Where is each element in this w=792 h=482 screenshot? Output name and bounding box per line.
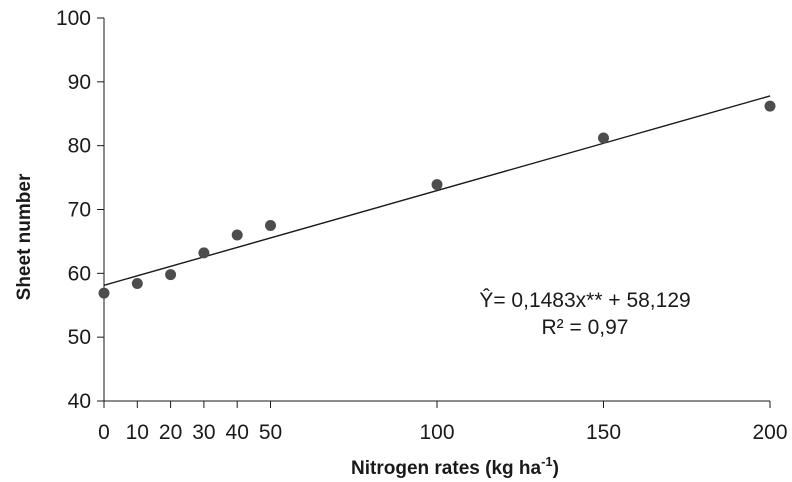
x-tick-label: 0 [98, 421, 110, 444]
y-tick-label: 100 [56, 7, 91, 30]
x-axis-title: Nitrogen rates (kg ha-1) [351, 454, 559, 479]
x-tick-label: 10 [126, 421, 149, 444]
y-tick-label: 80 [68, 135, 91, 158]
axes [97, 17, 771, 408]
x-tick-label: 100 [419, 421, 454, 444]
x-tick-label: 20 [159, 421, 182, 444]
x-tick-label: 30 [192, 421, 215, 444]
tick-labels: 40 50 60 70 80 90 100 0 10 20 30 40 50 100 150 200 [56, 7, 788, 444]
data-point [198, 247, 210, 259]
data-point [131, 278, 143, 290]
data-point [598, 132, 609, 144]
y-tick-label: 50 [68, 326, 91, 349]
data-points [98, 100, 776, 299]
y-tick-label: 60 [68, 262, 91, 285]
y-tick-label: 40 [68, 390, 91, 413]
y-tick-label: 90 [68, 71, 91, 94]
r-squared-label: R² = 0,97 [542, 316, 629, 339]
trendline [103, 95, 771, 286]
x-axis-title-main: Nitrogen rates (kg ha [351, 458, 541, 479]
data-point [165, 269, 177, 281]
data-point [764, 100, 776, 112]
y-tick-label: 70 [68, 199, 91, 222]
data-point [231, 229, 243, 241]
data-point [98, 287, 110, 299]
y-axis-title: Sheet number [14, 173, 35, 300]
x-tick-label: 40 [226, 421, 249, 444]
data-point [265, 219, 276, 231]
x-axis-title-close: ) [553, 458, 559, 479]
x-axis-title-sup: -1 [541, 454, 553, 469]
trendline-group [103, 95, 771, 286]
x-tick-label: 200 [752, 421, 787, 444]
data-point [431, 179, 443, 191]
x-tick-label: 150 [586, 421, 621, 444]
regression-equation: Ŷ= 0,1483x** + 58,129 [479, 289, 690, 312]
x-tick-label: 50 [259, 421, 282, 444]
